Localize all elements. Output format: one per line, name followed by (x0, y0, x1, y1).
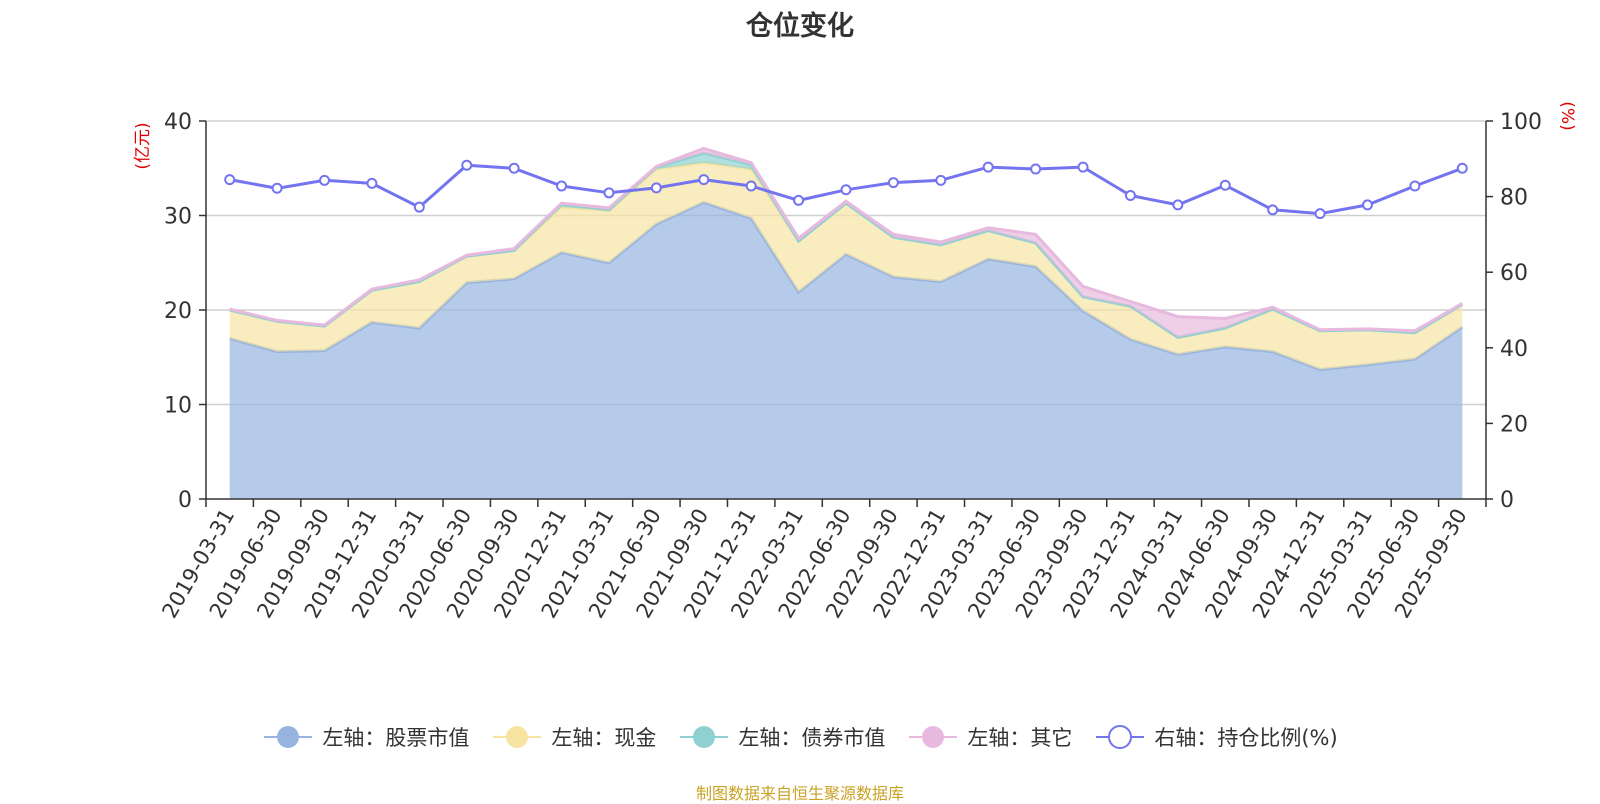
legend-item[interactable]: 右轴：持仓比例(%) (1094, 722, 1338, 752)
legend-swatch-icon (264, 726, 313, 748)
ratio-point (935, 174, 947, 186)
right-tick-label: 60 (1500, 261, 1528, 286)
legend-label: 左轴：股票市值 (322, 726, 470, 750)
ratio-point (650, 182, 662, 194)
stacked-areas (229, 146, 1464, 500)
legend: 左轴：股票市值 左轴：现金 左轴：债券市值 左轴：其它 右轴：持仓比例(%) (0, 722, 1600, 752)
legend-item[interactable]: 左轴：其它 (907, 722, 1072, 752)
legend-swatch-icon (1096, 725, 1145, 749)
left-tick-label: 0 (178, 488, 192, 513)
ratio-point (1172, 199, 1184, 211)
ratio-point (1456, 162, 1468, 174)
chart-title: 仓位变化 (746, 11, 854, 42)
legend-label: 右轴：持仓比例(%) (1154, 726, 1338, 750)
legend-label: 左轴：现金 (551, 726, 657, 750)
legend-item[interactable]: 左轴：现金 (491, 722, 656, 752)
right-tick-label: 100 (1500, 110, 1542, 135)
ratio-point (1314, 208, 1326, 220)
right-tick-label: 40 (1500, 337, 1528, 362)
ratio-point (556, 180, 568, 192)
right-tick-label: 20 (1500, 412, 1528, 437)
ratio-point (1361, 199, 1373, 211)
ratio-point (982, 161, 994, 173)
ratio-point (1409, 180, 1421, 192)
left-tick-label: 30 (164, 205, 192, 230)
ratio-point (461, 159, 473, 171)
ratio-point (319, 174, 331, 186)
right-axis-unit-label: (%) (1557, 101, 1577, 130)
left-tick-label: 40 (164, 110, 192, 135)
ratio-point (1267, 204, 1279, 216)
legend-label: 左轴：其它 (967, 726, 1073, 750)
legend-swatch-icon (680, 726, 729, 748)
position-ratio-line (224, 159, 1468, 220)
legend-item[interactable]: 左轴：股票市值 (262, 722, 469, 752)
ratio-point (887, 177, 899, 189)
ratio-point (508, 162, 520, 174)
ratio-point (224, 174, 236, 186)
legend-swatch-icon (493, 726, 542, 748)
ratio-point (745, 180, 757, 192)
ratio-point (1077, 161, 1089, 173)
chart-canvas: 0102030400204060801002019-03-312019-06-3… (133, 101, 1577, 622)
source-note: 制图数据来自恒生聚源数据库 (695, 784, 904, 803)
ratio-point (413, 201, 425, 213)
ratio-point (1030, 163, 1042, 175)
legend-item[interactable]: 左轴：债券市值 (678, 722, 885, 752)
ratio-point (603, 187, 615, 199)
ratio-point (366, 177, 378, 189)
legend-swatch-icon (909, 726, 958, 748)
left-tick-label: 10 (164, 394, 192, 419)
ratio-point (698, 174, 710, 186)
left-axis-unit-label: (亿元) (133, 122, 153, 169)
ratio-point (840, 184, 852, 196)
ratio-point (1219, 179, 1231, 191)
ratio-point (271, 182, 283, 194)
right-tick-label: 80 (1500, 186, 1528, 211)
ratio-point (1124, 189, 1136, 201)
left-tick-label: 20 (164, 299, 192, 324)
area-edge-左轴：其它 (229, 146, 1464, 333)
right-tick-label: 0 (1500, 488, 1514, 513)
area-左轴：股票市值 (229, 202, 1463, 500)
legend-label: 左轴：债券市值 (738, 726, 886, 750)
ratio-point (793, 194, 805, 206)
